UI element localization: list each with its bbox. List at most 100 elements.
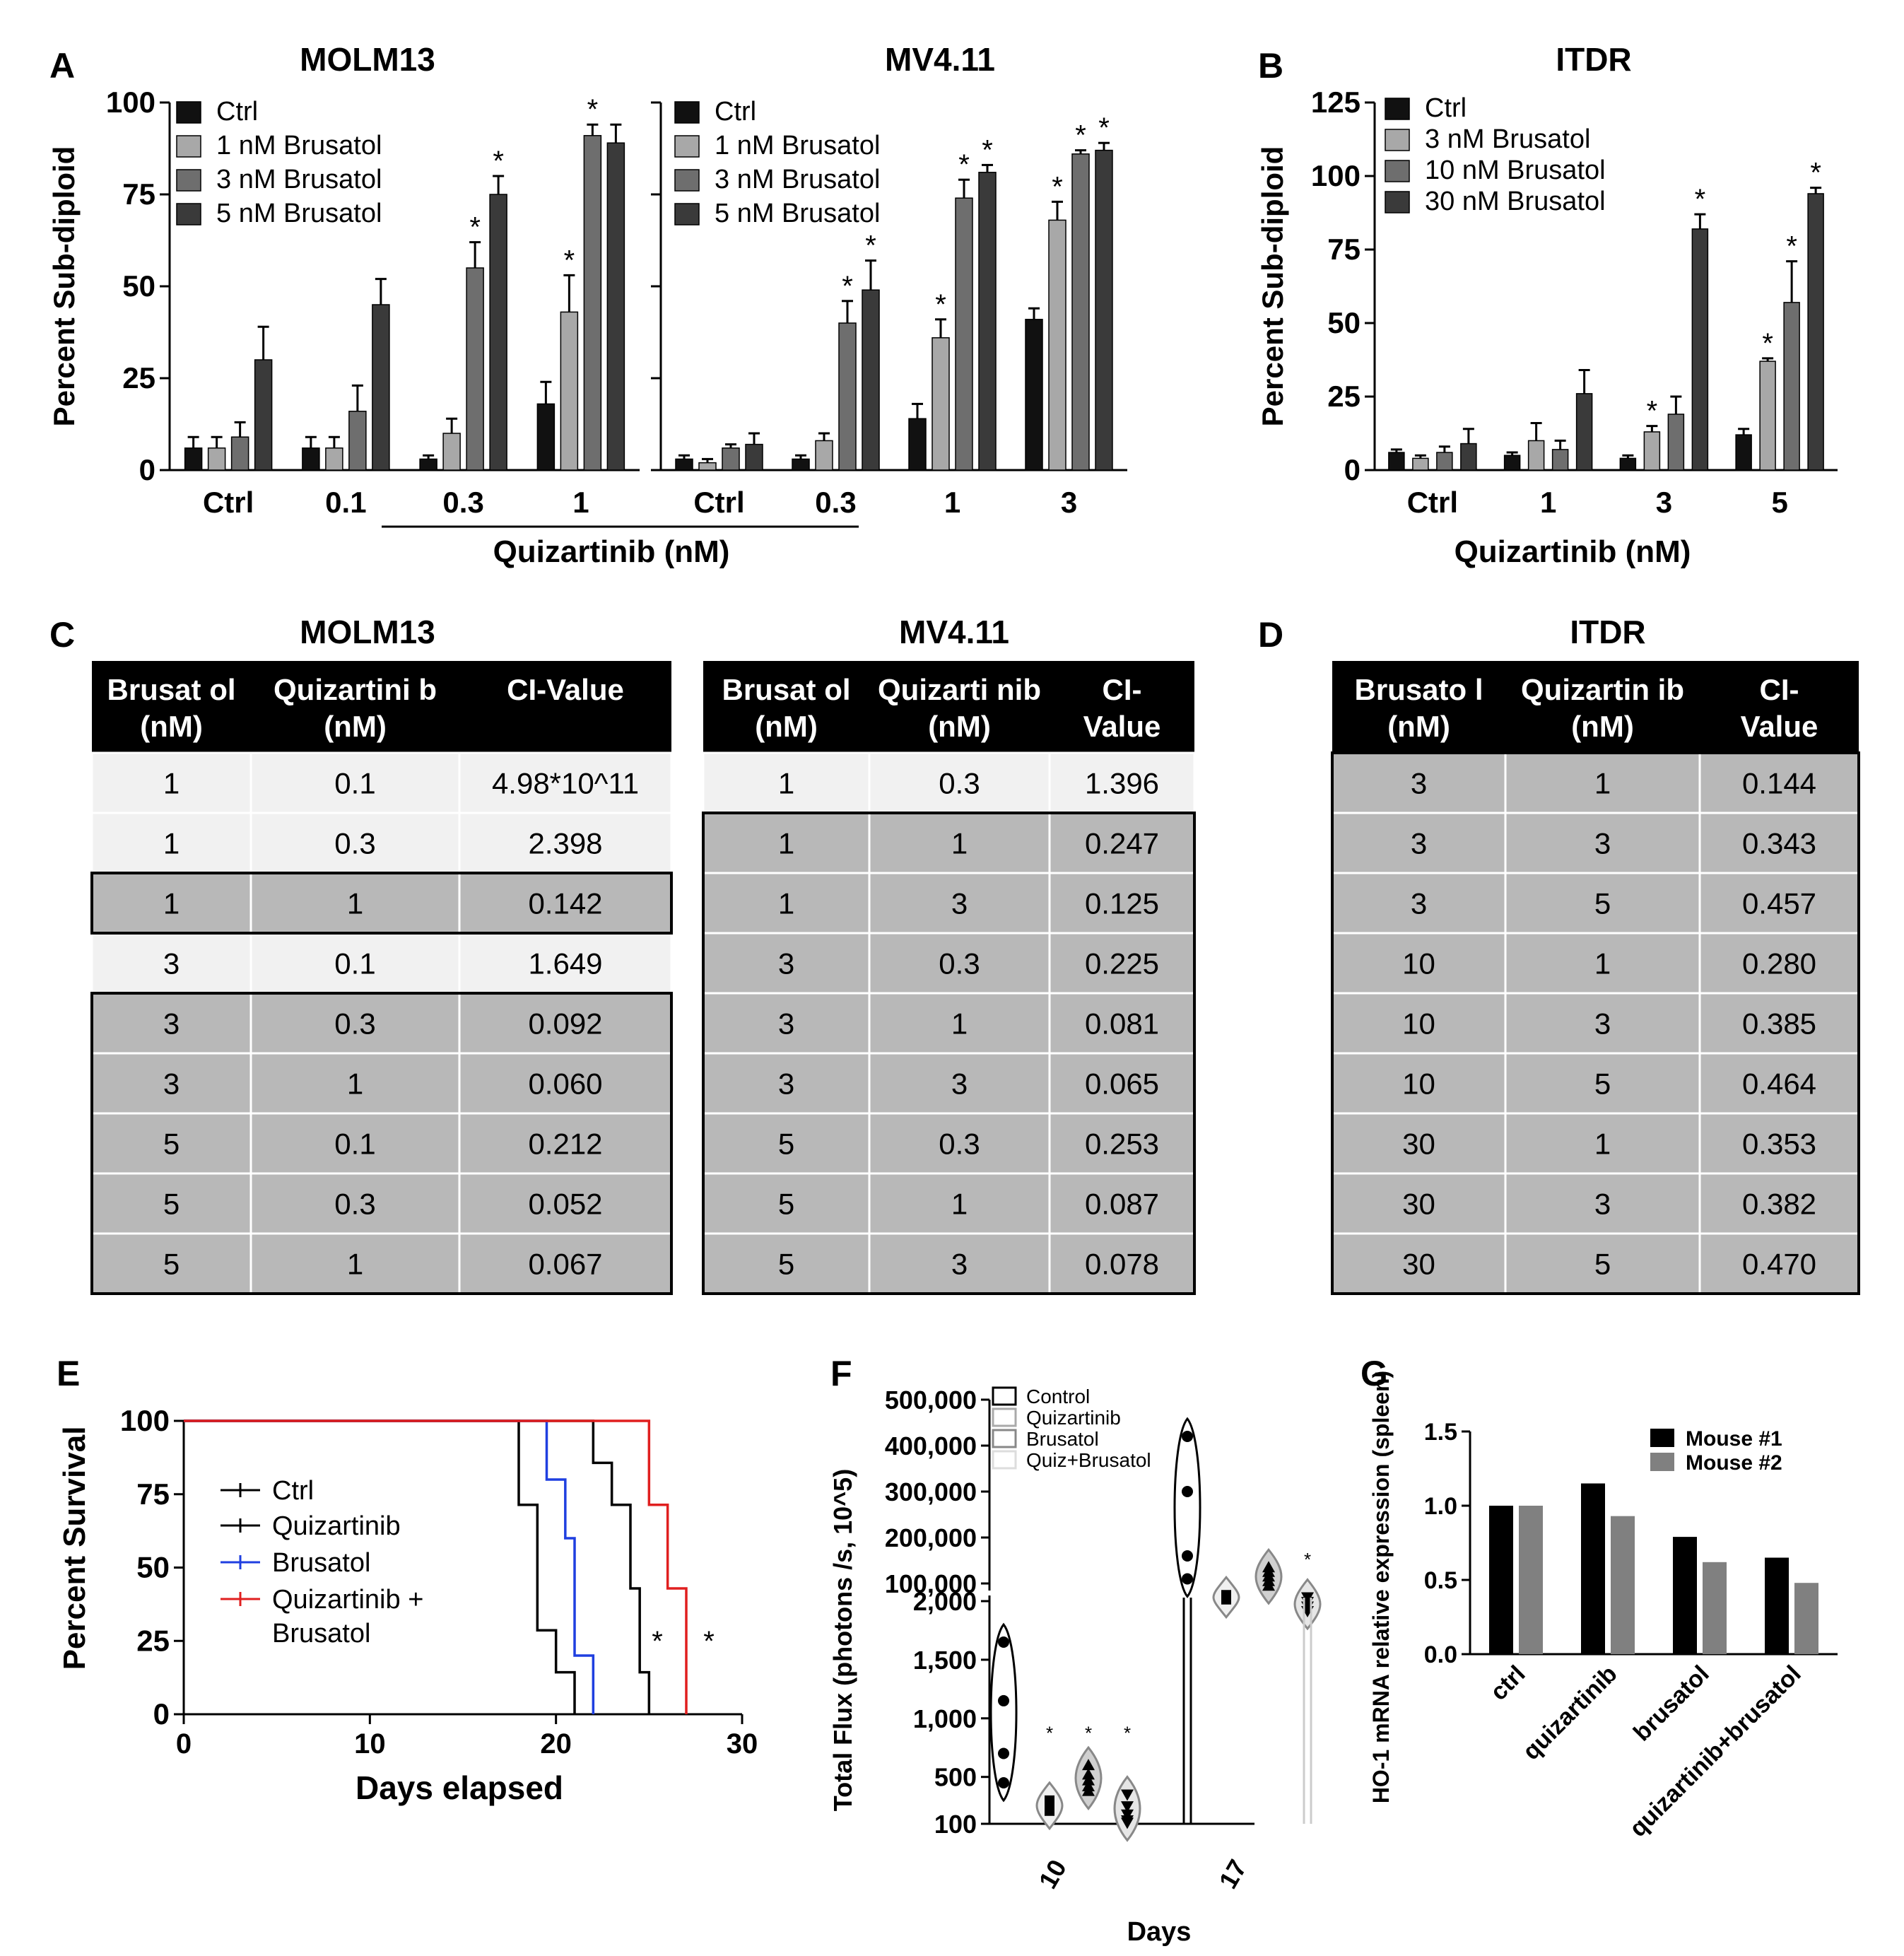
table-cell: 0.3 bbox=[334, 1007, 375, 1041]
panel-label-f: F bbox=[830, 1354, 852, 1393]
table-row bbox=[702, 1232, 1196, 1295]
significance-star: * bbox=[564, 245, 575, 276]
table-cell: 0.067 bbox=[528, 1248, 602, 1281]
x-tick-label: brusatol bbox=[1628, 1661, 1715, 1747]
data-point bbox=[998, 1694, 1009, 1706]
table-cell: 3 bbox=[951, 1067, 968, 1101]
a-ylabel: Percent Sub-diploid bbox=[47, 146, 81, 427]
table-cell: 3 bbox=[1411, 767, 1427, 800]
data-point bbox=[1221, 1591, 1231, 1602]
bar-ctrl-ctrl bbox=[1388, 452, 1405, 471]
table-cell: 5 bbox=[163, 1248, 180, 1281]
table-header-cell: Brusato l (nM) bbox=[1354, 673, 1483, 743]
x-tick-label: 0.1 bbox=[325, 486, 366, 519]
panel-label-d: D bbox=[1258, 615, 1283, 655]
significance-star: * bbox=[1075, 120, 1086, 151]
x-tick-label: Ctrl bbox=[203, 486, 254, 519]
legend-label: Quiz+Brusatol bbox=[1026, 1449, 1151, 1471]
table-cell: 30 bbox=[1402, 1248, 1435, 1281]
table-row bbox=[702, 992, 1196, 1055]
legend-label: Ctrl bbox=[1425, 93, 1467, 123]
table-header-bg bbox=[92, 661, 671, 753]
y-tick-label: 100 bbox=[120, 1404, 170, 1437]
x-tick-label: 1 bbox=[1540, 486, 1556, 519]
data-point bbox=[1182, 1431, 1193, 1442]
e-xlabel: Days elapsed bbox=[355, 1769, 563, 1806]
bar-10-nm-brusatol-3 bbox=[1667, 414, 1685, 471]
x-tick-label: Ctrl bbox=[693, 486, 744, 519]
x-tick-label: ctrl bbox=[1485, 1661, 1530, 1706]
x-tick-label: 17 bbox=[1213, 1855, 1252, 1894]
legend-label: 3 nM Brusatol bbox=[715, 165, 880, 194]
legend-label: 30 nM Brusatol bbox=[1425, 187, 1606, 216]
table-row bbox=[90, 751, 673, 814]
bar-10-nm-brusatol-ctrl bbox=[1436, 452, 1453, 471]
data-point bbox=[1121, 1789, 1134, 1801]
table-cell: 0.144 bbox=[1742, 767, 1816, 800]
legend-label: Brusatol bbox=[1026, 1428, 1099, 1450]
bar-5-nm-brusatol-3 bbox=[1095, 149, 1113, 471]
table-cell: 5 bbox=[778, 1128, 794, 1161]
legend-swatch bbox=[1385, 160, 1410, 182]
a-xlabel: Quizartinib (nM) bbox=[493, 534, 730, 569]
data-point bbox=[1082, 1784, 1095, 1796]
panel-label-a: A bbox=[49, 46, 75, 86]
table-cell: 5 bbox=[778, 1188, 794, 1221]
x-tick-label: 1 bbox=[944, 486, 960, 519]
bar-30-nm-brusatol-ctrl bbox=[1460, 443, 1477, 471]
table-cell: 1 bbox=[1594, 767, 1611, 800]
data-point bbox=[1262, 1574, 1275, 1586]
bar-ctrl-5 bbox=[1735, 434, 1752, 471]
table-header-cell: CI-Value bbox=[1083, 673, 1161, 743]
legend-label: Ctrl bbox=[216, 97, 258, 127]
table-header-cell: Brusat ol (nM) bbox=[107, 673, 235, 743]
table-cell: 1 bbox=[347, 1248, 363, 1281]
table-cell: 0.3 bbox=[939, 767, 980, 800]
table-row bbox=[1331, 1112, 1860, 1175]
violin-day17-control bbox=[1173, 1417, 1201, 1598]
table-cell: 3 bbox=[1411, 887, 1427, 920]
bar-3-nm-brusatol-1 bbox=[955, 197, 973, 471]
y-tick-label: 100 bbox=[934, 1810, 977, 1839]
b-xlabel: Quizartinib (nM) bbox=[1455, 534, 1691, 569]
bar-3-nm-brusatol-ctrl bbox=[230, 436, 249, 471]
table-cell: 3 bbox=[951, 1248, 968, 1281]
table-molm13-title: MOLM13 bbox=[300, 614, 435, 650]
bar-3-nm-brusatol-0-3 bbox=[838, 322, 857, 471]
survival-chart: 0 10 20 30 0 25 50 75 100 Ctrl Quizartinib Brusatol… bbox=[120, 1404, 758, 1759]
data-point bbox=[1182, 1550, 1193, 1562]
table-cell: 3 bbox=[951, 887, 968, 920]
data-point bbox=[1082, 1774, 1095, 1786]
synergy-outline bbox=[90, 992, 673, 1295]
y-tick-label: 50 bbox=[122, 269, 155, 303]
table-cell: 0.343 bbox=[1742, 827, 1816, 860]
table-header-cell: CI-Value bbox=[1741, 673, 1818, 743]
bar-3-nm-brusatol-0-3 bbox=[466, 267, 484, 471]
molm13-chart-title: MOLM13 bbox=[300, 41, 435, 78]
bar-ctrl-1 bbox=[536, 403, 556, 471]
table-cell: 1 bbox=[778, 827, 794, 860]
legend-swatch bbox=[992, 1386, 1017, 1406]
y-tick-label: 75 bbox=[136, 1477, 170, 1511]
table-cell: 10 bbox=[1402, 947, 1435, 980]
data-point bbox=[1045, 1798, 1054, 1808]
synergy-outline bbox=[1331, 751, 1860, 1295]
survival-line-quizartinib-brusatol bbox=[184, 1419, 688, 1714]
y-tick-label: 500 bbox=[934, 1763, 977, 1792]
table-cell: 0.087 bbox=[1085, 1188, 1159, 1221]
table-cell: 1.396 bbox=[1085, 767, 1159, 800]
table-cell: 1 bbox=[951, 1007, 968, 1041]
significance-star: * bbox=[1046, 1723, 1053, 1744]
synergy-outline bbox=[702, 812, 1196, 1295]
significance-star: * bbox=[958, 149, 970, 180]
legend-swatch bbox=[674, 135, 700, 158]
ci-table-molm13: Brusat ol (nM) Quizartini b (nM) CI-Value 1 0.… bbox=[90, 661, 673, 1295]
table-row bbox=[90, 812, 673, 874]
legend-label: Mouse #2 bbox=[1686, 1451, 1782, 1475]
bar-ctrl-0-1 bbox=[302, 447, 320, 471]
table-cell: 1 bbox=[951, 827, 968, 860]
table-header-cell: Brusat ol (nM) bbox=[722, 673, 850, 743]
table-cell: 1 bbox=[1594, 1128, 1611, 1161]
